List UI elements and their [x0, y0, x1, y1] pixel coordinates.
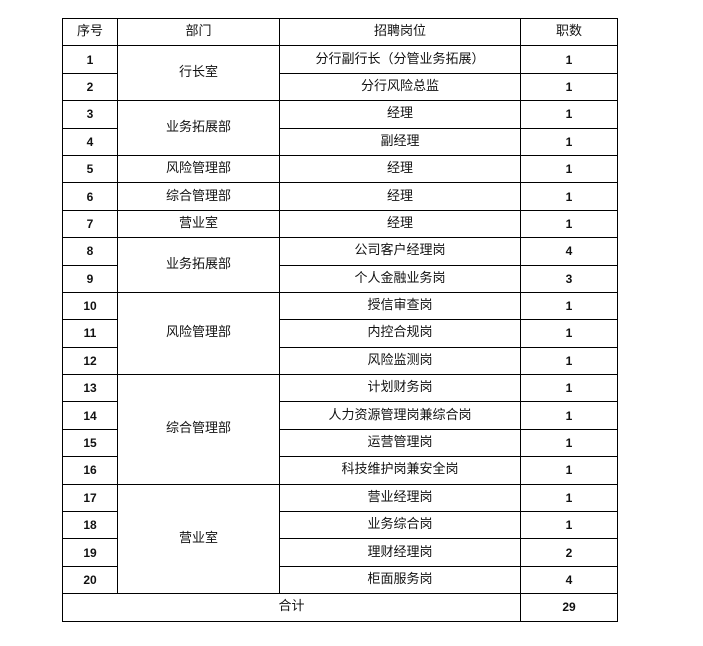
row-no: 1 [62, 45, 118, 74]
row-position: 个人金融业务岗 [279, 264, 521, 293]
row-count: 1 [520, 374, 618, 403]
table-row: 7 营业室 经理 1 [62, 209, 618, 239]
row-no: 4 [62, 127, 118, 156]
row-no: 2 [62, 72, 118, 102]
row-no: 17 [62, 483, 118, 513]
row-count: 1 [520, 401, 618, 430]
row-position: 柜面服务岗 [279, 565, 521, 595]
row-position: 公司客户经理岗 [279, 237, 521, 266]
table-row: 17 营业室 营业经理岗 1 [62, 483, 618, 595]
row-position: 内控合规岗 [279, 319, 521, 348]
row-count: 1 [520, 100, 618, 129]
row-no: 12 [62, 346, 118, 376]
table-row: 12 风险监测岗 1 [62, 346, 618, 376]
header-position: 招聘岗位 [279, 17, 521, 47]
table-row: 13 综合管理部 计划财务岗 1 [62, 374, 618, 485]
row-department: 风险管理部 [117, 291, 280, 376]
table-row: 6 综合管理部 经理 1 [62, 182, 618, 211]
total-count: 29 [520, 593, 618, 622]
total-label: 合计 [62, 593, 521, 622]
table-row: 19 理财经理岗 2 [62, 538, 618, 567]
row-no: 18 [62, 511, 118, 540]
row-count: 2 [520, 538, 618, 567]
row-position: 分行副行长（分管业务拓展） [279, 45, 521, 74]
row-count: 1 [520, 511, 618, 540]
row-position: 授信审查岗 [279, 291, 521, 321]
row-no: 19 [62, 538, 118, 567]
row-position: 经理 [279, 182, 521, 211]
header-row: 序号 部门 招聘岗位 职数 [62, 17, 618, 47]
row-count: 1 [520, 291, 618, 321]
header-department: 部门 [117, 17, 280, 47]
row-department: 业务拓展部 [117, 100, 280, 156]
row-count: 1 [520, 319, 618, 348]
row-department: 行长室 [117, 45, 280, 102]
row-position: 营业经理岗 [279, 483, 521, 513]
table-row: 5 风险管理部 经理 1 [62, 154, 618, 184]
row-department: 综合管理部 [117, 374, 280, 485]
row-no: 20 [62, 565, 118, 595]
row-count: 1 [520, 209, 618, 239]
row-no: 7 [62, 209, 118, 239]
row-no: 6 [62, 182, 118, 211]
row-count: 1 [520, 346, 618, 376]
table-row: 3 业务拓展部 经理 1 [62, 100, 618, 156]
table-row: 4 副经理 1 [62, 127, 618, 156]
row-position: 副经理 [279, 127, 521, 156]
row-position: 业务综合岗 [279, 511, 521, 540]
row-position: 运营管理岗 [279, 428, 521, 458]
row-position: 经理 [279, 209, 521, 239]
row-department: 风险管理部 [117, 154, 280, 184]
row-position: 分行风险总监 [279, 72, 521, 102]
row-department: 综合管理部 [117, 182, 280, 211]
row-count: 4 [520, 237, 618, 266]
row-count: 1 [520, 483, 618, 513]
total-row: 合计 29 [62, 593, 618, 622]
row-position: 科技维护岗兼安全岗 [279, 456, 521, 485]
row-count: 1 [520, 456, 618, 485]
row-position: 风险监测岗 [279, 346, 521, 376]
row-no: 9 [62, 264, 118, 293]
row-count: 1 [520, 127, 618, 156]
row-no: 15 [62, 428, 118, 458]
row-no: 14 [62, 401, 118, 430]
row-no: 11 [62, 319, 118, 348]
header-no: 序号 [62, 17, 118, 47]
row-department: 业务拓展部 [117, 237, 280, 293]
row-department: 营业室 [117, 483, 280, 595]
row-position: 人力资源管理岗兼综合岗 [279, 401, 521, 430]
table-row: 1 行长室 分行副行长（分管业务拓展） 1 [62, 45, 618, 102]
row-count: 1 [520, 182, 618, 211]
row-no: 3 [62, 100, 118, 129]
row-count: 1 [520, 72, 618, 102]
row-count: 1 [520, 154, 618, 184]
table-row: 14 人力资源管理岗兼综合岗 1 [62, 401, 618, 430]
recruitment-table: 序号 部门 招聘岗位 职数 1 行长室 分行副行长（分管业务拓展） 1 2 分行风险总监 1… [62, 17, 618, 622]
row-department: 营业室 [117, 209, 280, 239]
row-no: 10 [62, 291, 118, 321]
row-no: 8 [62, 237, 118, 266]
table-row: 2 分行风险总监 1 [62, 72, 618, 102]
row-no: 16 [62, 456, 118, 485]
row-count: 4 [520, 565, 618, 595]
table-row: 9 个人金融业务岗 3 [62, 264, 618, 293]
row-position: 经理 [279, 154, 521, 184]
table-row: 8 业务拓展部 公司客户经理岗 4 [62, 237, 618, 293]
row-no: 5 [62, 154, 118, 184]
header-count: 职数 [520, 17, 618, 47]
table-row: 10 风险管理部 授信审查岗 1 [62, 291, 618, 376]
row-no: 13 [62, 374, 118, 403]
row-count: 3 [520, 264, 618, 293]
row-position: 经理 [279, 100, 521, 129]
row-position: 计划财务岗 [279, 374, 521, 403]
row-position: 理财经理岗 [279, 538, 521, 567]
row-count: 1 [520, 428, 618, 458]
row-count: 1 [520, 45, 618, 74]
